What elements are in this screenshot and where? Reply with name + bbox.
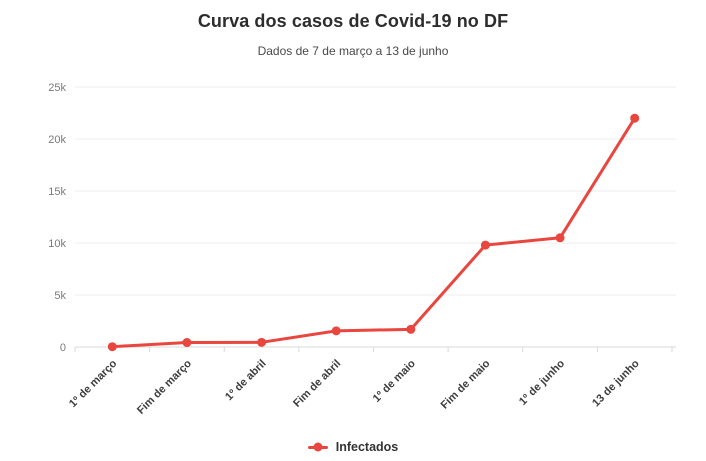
data-point[interactable] xyxy=(555,233,565,243)
data-point[interactable] xyxy=(480,240,490,250)
y-axis-tick-label: 20k xyxy=(48,134,66,146)
x-axis-category-label: 13 de junho xyxy=(590,357,642,409)
y-axis-tick-label: 0 xyxy=(60,342,66,354)
y-axis-tick-label: 10k xyxy=(48,238,66,250)
legend-item-infectados[interactable]: Infectados xyxy=(0,440,706,454)
data-point[interactable] xyxy=(406,324,416,334)
y-axis-tick-label: 5k xyxy=(54,290,66,302)
x-axis-category-label: 1º de março xyxy=(67,357,120,410)
legend-line-marker-icon xyxy=(307,442,328,452)
legend-label: Infectados xyxy=(335,440,399,454)
x-axis-category-label: 1º de junho xyxy=(517,357,567,407)
x-axis-category-label: 1º de abril xyxy=(223,358,268,403)
data-point[interactable] xyxy=(331,326,341,336)
data-point[interactable] xyxy=(257,337,267,347)
chart-subtitle: Dados de 7 de março a 13 de junho xyxy=(257,44,449,58)
chart-title: Curva dos casos de Covid-19 no DF xyxy=(197,11,509,31)
x-axis-category-label: 1º de maio xyxy=(371,357,418,404)
x-axis-category-label: Fim de março xyxy=(135,357,194,416)
x-axis-category-label: Fim de maio xyxy=(439,357,493,411)
y-axis-tick-label: 25k xyxy=(48,82,66,94)
legend-dot-icon xyxy=(313,442,323,452)
data-point[interactable] xyxy=(630,113,640,123)
y-axis-tick-label: 15k xyxy=(48,186,66,198)
x-axis-category-label: Fim de abril xyxy=(291,358,343,410)
data-point[interactable] xyxy=(107,342,117,352)
data-point[interactable] xyxy=(182,338,192,348)
series-line-infectados xyxy=(110,116,637,349)
